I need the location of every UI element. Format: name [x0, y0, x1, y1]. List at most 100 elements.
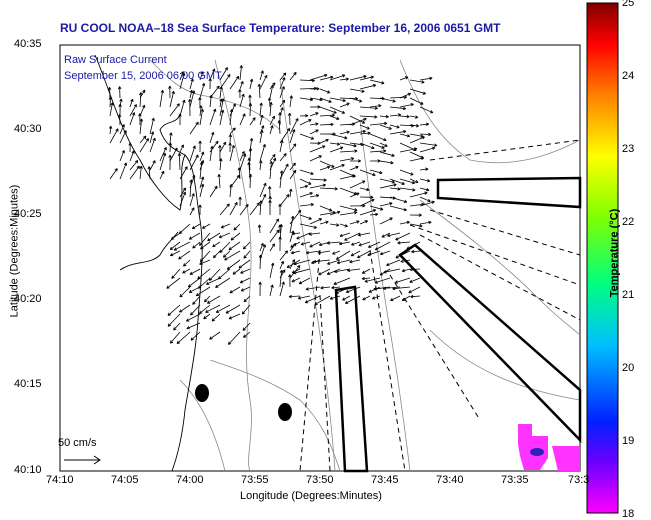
- current-vector: [189, 207, 195, 216]
- current-vector: [279, 269, 284, 288]
- current-vector: [369, 79, 385, 85]
- current-vector: [367, 241, 381, 248]
- current-vector: [374, 277, 391, 284]
- current-vector: [149, 131, 155, 144]
- y-tick-label: 40:15: [14, 378, 42, 390]
- current-vector: [379, 217, 393, 225]
- y-tick-label: 40:20: [14, 293, 42, 305]
- current-vector: [309, 122, 319, 126]
- current-vector: [237, 167, 242, 180]
- current-vector: [149, 137, 156, 153]
- current-vector: [359, 106, 378, 110]
- current-vector: [247, 161, 251, 180]
- current-vector: [319, 113, 335, 117]
- current-vector: [259, 114, 264, 126]
- current-vector: [189, 179, 193, 198]
- current-vector: [199, 108, 204, 126]
- current-vector: [379, 114, 389, 119]
- current-vector: [159, 146, 167, 162]
- current-vector: [309, 129, 319, 135]
- current-vector: [379, 142, 388, 147]
- current-vector: [228, 134, 233, 144]
- current-vector: [288, 274, 292, 288]
- current-vector: [419, 178, 431, 183]
- current-vector: [329, 115, 340, 120]
- current-vector: [389, 187, 401, 191]
- colorbar-label: Temperature (°C): [608, 208, 621, 298]
- current-vector: [173, 241, 191, 251]
- colorbar-tick-label: 19: [622, 435, 635, 447]
- current-vector: [409, 79, 425, 84]
- current-vector: [217, 174, 221, 189]
- current-vector: [327, 259, 341, 265]
- current-vector: [269, 284, 274, 297]
- current-vector: [319, 160, 335, 168]
- y-tick-label: 40:10: [14, 464, 42, 476]
- current-vector: [288, 294, 301, 299]
- current-vector: [299, 191, 313, 198]
- current-vector: [188, 286, 201, 293]
- current-vector: [199, 232, 211, 246]
- current-vector: [319, 205, 333, 212]
- current-vector: [171, 268, 181, 279]
- current-vector: [347, 268, 361, 273]
- current-vector: [129, 159, 139, 171]
- current-vector: [297, 295, 311, 300]
- current-vector: [229, 127, 236, 135]
- colorbar-tick-label: 21: [622, 289, 635, 301]
- current-vector: [359, 84, 377, 90]
- current-vector: [359, 169, 376, 177]
- current-vector: [169, 147, 178, 162]
- current-vector: [219, 203, 230, 216]
- current-vector: [394, 277, 411, 284]
- current-vector: [399, 92, 412, 99]
- current-vector: [379, 183, 397, 189]
- current-vector: [212, 241, 221, 248]
- current-vector: [159, 89, 164, 108]
- y-tick-label: 40:25: [14, 208, 42, 220]
- current-vector: [395, 250, 411, 259]
- current-vector: [389, 130, 407, 135]
- current-vector: [359, 142, 375, 150]
- current-vector: [107, 87, 112, 99]
- current-vector: [129, 104, 137, 117]
- current-vector: [293, 259, 311, 266]
- current-vector: [268, 186, 272, 198]
- current-vector: [209, 94, 213, 108]
- current-vector: [359, 195, 374, 199]
- current-vector: [138, 113, 142, 126]
- current-vector: [269, 161, 273, 180]
- current-vector: [257, 83, 261, 99]
- current-vector: [219, 67, 228, 81]
- current-vector: [108, 125, 113, 135]
- current-vector: [304, 295, 321, 304]
- current-vector: [382, 286, 401, 291]
- current-vector: [239, 80, 244, 90]
- current-vector: [183, 259, 191, 267]
- current-vector: [320, 286, 331, 290]
- current-vector: [242, 241, 251, 250]
- current-vector: [119, 150, 125, 162]
- current-vector: [229, 109, 234, 126]
- current-vector: [399, 114, 410, 119]
- current-vector: [169, 103, 180, 117]
- current-vector: [209, 131, 215, 144]
- current-vector: [128, 142, 132, 153]
- current-vector: [279, 77, 286, 90]
- current-vector: [409, 223, 423, 228]
- current-vector: [399, 220, 410, 225]
- x-tick-label: 73:50: [306, 474, 334, 486]
- current-vector: [219, 158, 223, 171]
- current-vector: [329, 97, 346, 103]
- x-tick-label: 73:55: [241, 474, 269, 486]
- current-vector: [189, 154, 199, 171]
- current-vector: [186, 322, 201, 330]
- current-vector: [176, 331, 191, 345]
- current-vector: [349, 74, 367, 81]
- current-vector: [289, 169, 297, 180]
- current-vector: [373, 286, 391, 291]
- current-vector: [409, 156, 425, 162]
- current-vector: [108, 96, 113, 108]
- current-vector: [369, 205, 384, 211]
- current-vector: [202, 223, 211, 229]
